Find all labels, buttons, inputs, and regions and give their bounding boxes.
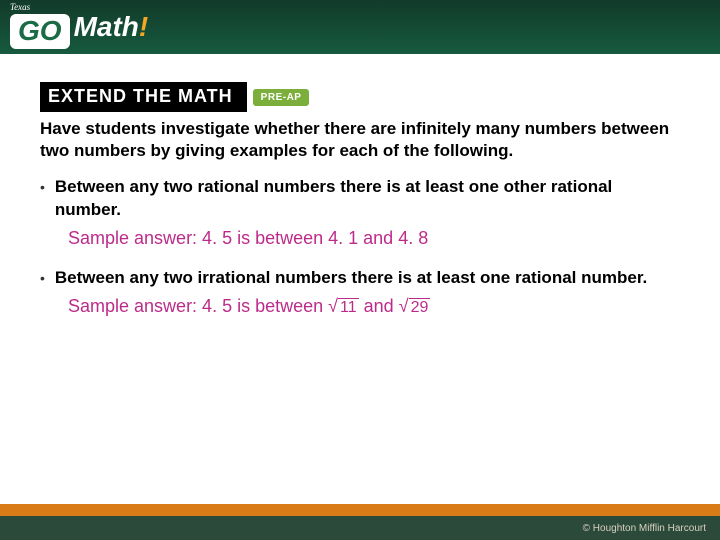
logo-exclaim: ! — [139, 11, 148, 43]
bullet-marker: • — [40, 267, 45, 290]
logo-math: Math — [74, 11, 139, 43]
bullet-marker: • — [40, 176, 45, 222]
bullet-text: Between any two rational numbers there i… — [55, 176, 680, 222]
footer-bar: © Houghton Mifflin Harcourt — [0, 516, 720, 540]
sample-answer: Sample answer: 4. 5 is between √11 and √… — [68, 296, 680, 317]
preap-badge: PRE-AP — [253, 89, 310, 106]
copyright-text: © Houghton Mifflin Harcourt — [583, 523, 706, 534]
prompt-text: Have students investigate whether there … — [40, 118, 680, 162]
bullet-item: • Between any two rational numbers there… — [40, 176, 680, 222]
bullet-text: Between any two irrational numbers there… — [55, 267, 647, 290]
logo-go: GO — [10, 14, 70, 49]
answer-prefix: Sample answer: 4. 5 is between — [68, 296, 328, 316]
banner-title: EXTEND THE MATH — [40, 82, 247, 112]
bullet-item: • Between any two irrational numbers the… — [40, 267, 680, 290]
sample-answer: Sample answer: 4. 5 is between 4. 1 and … — [68, 228, 680, 249]
region-label: Texas — [10, 2, 30, 12]
footer: © Houghton Mifflin Harcourt — [0, 504, 720, 540]
sqrt-expr: √29 — [399, 297, 431, 317]
footer-accent-bar — [0, 504, 720, 516]
sqrt-expr: √11 — [328, 297, 359, 317]
answer-mid: and — [364, 296, 399, 316]
brand-header: Texas GO Math ! — [0, 0, 720, 54]
content-panel: EXTEND THE MATH PRE-AP Have students inv… — [0, 54, 720, 504]
section-banner: EXTEND THE MATH PRE-AP — [40, 82, 680, 112]
